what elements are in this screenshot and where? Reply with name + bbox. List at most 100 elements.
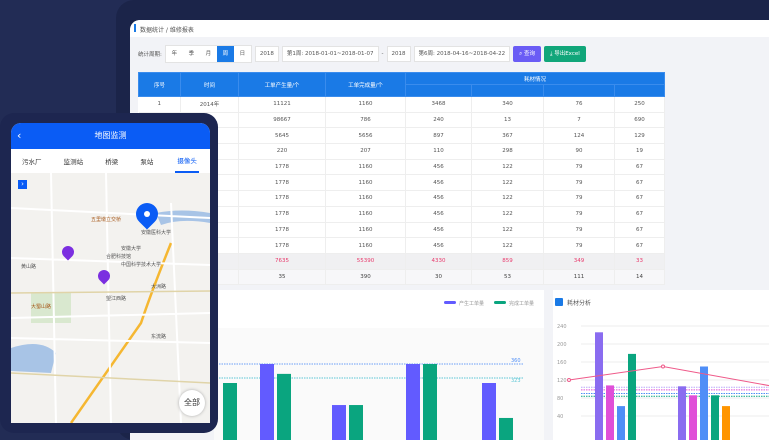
map-label: 黄山路 (21, 263, 36, 270)
table-cell: 1160 (326, 222, 406, 238)
query-button[interactable]: ⌕ 查询 (513, 46, 541, 62)
legend-label: 产生工单量 (459, 300, 484, 307)
table-cell: 67 (615, 175, 665, 191)
period-year[interactable]: 年 (166, 46, 183, 62)
table-cell: 79 (544, 175, 615, 191)
tab-bridge[interactable]: 桥梁 (105, 156, 118, 166)
table-cell: 53 (472, 269, 544, 285)
y-tick-label: 200 (557, 342, 567, 348)
bar (606, 385, 614, 440)
period-week[interactable]: 周 (217, 46, 234, 62)
tab-pump-station[interactable]: 泵站 (140, 156, 153, 166)
map-label: 望江西路 (106, 295, 126, 302)
chart-title: 耗材分析 (567, 299, 591, 307)
header-completed: 工单完成量/个 (326, 73, 406, 97)
table-cell: 1778 (239, 159, 326, 175)
table-cell: 1160 (326, 175, 406, 191)
table-cell: 1778 (239, 191, 326, 207)
bar (482, 383, 496, 440)
start-year-select[interactable]: 2018 (255, 46, 279, 62)
y-tick-label: 40 (557, 414, 563, 420)
breadcrumb: 数据统计 / 维修报表 (130, 20, 769, 37)
table-cell: 1160 (326, 97, 406, 113)
tab-camera[interactable]: 摄像头 (175, 149, 199, 173)
filter-bar: 统计周期: 年 季 月 周 日 2018 第1周: 2018-01-01~201… (130, 37, 769, 71)
bar (595, 332, 603, 440)
table-cell: 122 (472, 238, 544, 254)
table-cell: 79 (544, 238, 615, 254)
report-screen: 数据统计 / 维修报表 统计周期: 年 季 月 周 日 2018 第1周: 20… (130, 20, 769, 440)
table-cell: 690 (615, 112, 665, 128)
trend-point (662, 365, 665, 368)
period-month[interactable]: 月 (200, 46, 217, 62)
table-cell: 79 (544, 222, 615, 238)
table-cell: 110 (406, 144, 472, 160)
y-tick-label: 80 (557, 396, 563, 402)
range-separator: - (382, 51, 384, 57)
table-cell: 122 (472, 159, 544, 175)
map-label: 大蜀山路 (31, 303, 51, 310)
table-cell: 207 (326, 144, 406, 160)
table-cell: 67 (615, 238, 665, 254)
bar (689, 395, 697, 440)
legend-swatch (444, 301, 456, 304)
bar (406, 364, 420, 440)
end-week-select[interactable]: 第6周: 2018-04-16~2018-04-22 (414, 46, 511, 62)
back-icon[interactable]: ‹ (17, 123, 21, 149)
bar (277, 374, 291, 440)
table-cell: 250 (615, 97, 665, 113)
table-cell: 67 (615, 222, 665, 238)
start-week-select[interactable]: 第1周: 2018-01-01~2018-01-07 (282, 46, 379, 62)
header-time: 时间 (181, 73, 239, 97)
period-selector: 年 季 月 周 日 (165, 45, 252, 63)
table-cell: 340 (472, 97, 544, 113)
reference-label: 360 (511, 358, 521, 364)
table-cell: 76 (544, 97, 615, 113)
bar (700, 367, 708, 440)
table-cell: 298 (472, 144, 544, 160)
bar (711, 395, 719, 440)
period-label: 统计周期: (138, 50, 162, 58)
legend-swatch (494, 301, 506, 304)
map-label: 中国科学技术大学 (121, 261, 161, 268)
table-cell: 7635 (239, 253, 326, 269)
bar (423, 364, 437, 440)
table-cell: 67 (615, 159, 665, 175)
table-cell: 220 (239, 144, 326, 160)
trend-point (568, 379, 571, 382)
table-cell: 124 (544, 128, 615, 144)
period-quarter[interactable]: 季 (183, 46, 200, 62)
y-tick-label: 120 (557, 378, 567, 384)
table-cell: 5656 (326, 128, 406, 144)
tab-sewage-plant[interactable]: 污水厂 (22, 156, 42, 166)
map-label: 大洲路 (151, 283, 166, 290)
table-cell: 1160 (326, 206, 406, 222)
table-cell: 456 (406, 191, 472, 207)
table-cell: 122 (472, 206, 544, 222)
bar (628, 354, 636, 440)
table-cell: 1778 (239, 175, 326, 191)
table-cell: 35 (239, 269, 326, 285)
chart-icon (555, 298, 563, 306)
table-cell: 390 (326, 269, 406, 285)
table-cell: 122 (472, 175, 544, 191)
period-day[interactable]: 日 (234, 46, 251, 62)
show-all-button[interactable]: 全部 (179, 390, 205, 416)
export-excel-button[interactable]: ⤓ 导出Excel (544, 46, 586, 62)
y-tick-label: 160 (557, 360, 567, 366)
table-cell: 5645 (239, 128, 326, 144)
map-header: ‹ 地图监测 (11, 123, 210, 149)
table-cell: 129 (615, 128, 665, 144)
map-label: 安徽医科大学 (141, 229, 171, 236)
table-cell: 1160 (326, 238, 406, 254)
expand-panel-button[interactable]: › (18, 180, 27, 189)
tab-monitor-station[interactable]: 监测站 (64, 156, 84, 166)
legend-label: 完成工单量 (509, 300, 534, 307)
map-view[interactable]: 五里墩立交桥 安徽医科大学 安徽大学 黄山路 望江西路 大蜀山路 中国科学技术大… (11, 173, 210, 423)
query-label: 查询 (524, 51, 535, 57)
table-cell: 111 (544, 269, 615, 285)
end-year-select[interactable]: 2018 (387, 46, 411, 62)
table-cell: 122 (472, 191, 544, 207)
